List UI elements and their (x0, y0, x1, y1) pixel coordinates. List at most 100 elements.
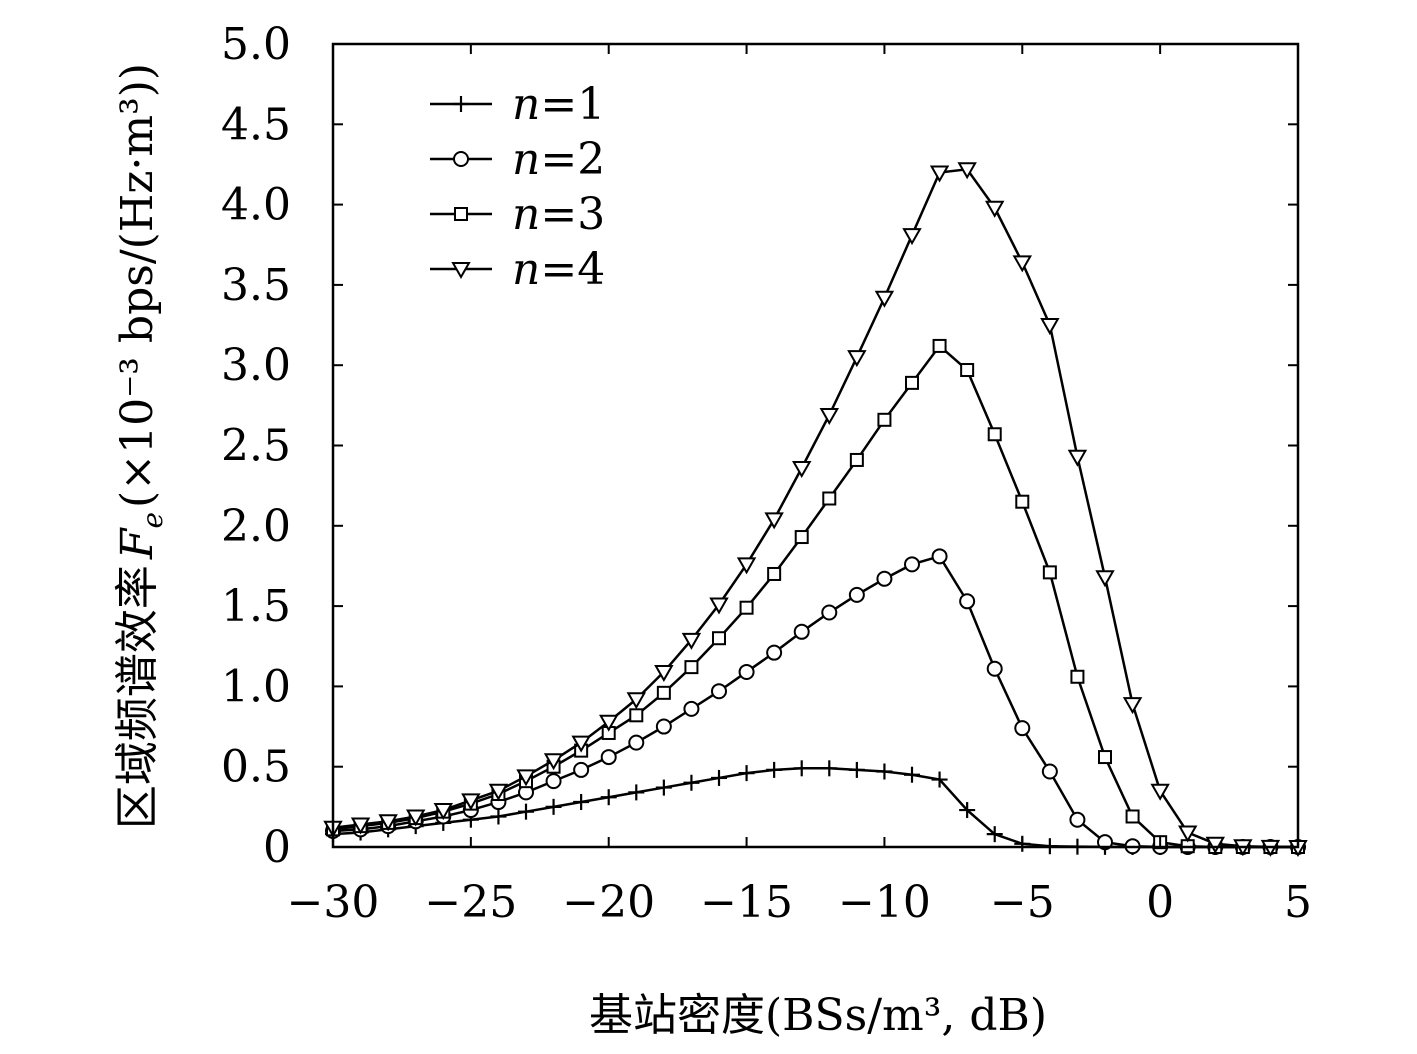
data-point-square (739, 600, 754, 615)
data-point-square (767, 566, 782, 581)
data-point-plus (545, 798, 562, 815)
data-point-triangle (1095, 570, 1115, 588)
data-point-circle (766, 644, 783, 661)
y-tick-label: 1.0 (221, 661, 291, 712)
data-point-circle (711, 683, 727, 700)
data-point-plus (453, 96, 469, 112)
y-tick-label: 3.0 (221, 340, 291, 391)
data-point-square (454, 207, 468, 221)
data-point-triangle (378, 814, 398, 832)
data-point-square (1070, 669, 1085, 684)
data-point-plus (518, 803, 534, 820)
data-point-triangle (626, 692, 647, 710)
data-point-plus (848, 761, 865, 778)
data-point-triangle (929, 165, 950, 183)
data-point-plus (628, 784, 645, 801)
data-point-circle (738, 663, 755, 680)
data-point-triangle (1040, 318, 1060, 336)
data-point-triangle (516, 769, 536, 787)
y-tick-label: 4.5 (221, 99, 291, 150)
data-point-triangle (736, 557, 757, 575)
legend-label-eq: =2 (540, 134, 605, 185)
data-point-circle (1069, 811, 1086, 828)
y-axis-title-symbol: F (112, 527, 163, 560)
data-point-plus (959, 802, 976, 819)
data-point-triangle (1067, 449, 1088, 467)
data-point-triangle (488, 783, 509, 801)
y-tick-label: 5.0 (221, 19, 291, 70)
data-point-square (849, 452, 864, 467)
data-point-triangle (791, 460, 812, 478)
x-tick-label: 5 (1284, 877, 1312, 928)
data-point-square (1125, 809, 1140, 824)
y-tick-label: 0 (263, 822, 291, 873)
x-tick-label: −30 (287, 877, 380, 928)
data-point-triangle (874, 290, 895, 308)
data-point-plus (986, 826, 1003, 843)
y-tick-label: 3.5 (221, 260, 291, 311)
data-point-triangle (1122, 697, 1143, 715)
data-point-circle (628, 734, 645, 751)
data-point-circle (1097, 834, 1113, 851)
data-point-plus (600, 789, 617, 806)
data-point-triangle (1012, 255, 1033, 273)
data-point-triangle (571, 735, 591, 753)
data-point-square (960, 363, 975, 378)
data-point-plus (738, 765, 755, 782)
data-point-circle (876, 570, 893, 587)
legend-label: n=1 (512, 79, 605, 130)
data-point-triangle (1177, 825, 1198, 843)
data-point-square (629, 708, 644, 723)
data-point-triangle (543, 753, 564, 771)
y-tick-label: 1.5 (221, 581, 291, 632)
data-point-square (1042, 565, 1057, 580)
data-point-plus (573, 794, 590, 811)
legend-label-var: n (512, 134, 540, 185)
data-point-triangle (984, 200, 1005, 218)
x-tick-label: −25 (424, 877, 517, 928)
data-point-plus (793, 760, 810, 777)
data-point-plus (821, 760, 838, 777)
data-point-plus (931, 771, 948, 788)
x-tick-label: −15 (700, 877, 793, 928)
y-tick-label: 4.0 (221, 180, 291, 231)
data-point-square (987, 427, 1002, 442)
y-tick-label: 2.0 (221, 501, 291, 552)
data-point-plus (683, 774, 700, 791)
data-point-triangle (405, 809, 426, 827)
data-point-square (1015, 494, 1030, 509)
y-axis-title-unit: (×10⁻³ bps/(Hz·m³)) (112, 63, 163, 508)
data-point-circle (545, 773, 562, 790)
legend-label-eq: =3 (540, 189, 605, 240)
data-point-circle (453, 151, 469, 167)
data-point-circle (1041, 763, 1058, 780)
data-point-triangle (902, 228, 922, 246)
data-point-circle (683, 700, 700, 717)
data-point-circle (904, 556, 920, 573)
data-point-circle (600, 749, 617, 766)
data-point-square (794, 530, 809, 545)
data-point-circle (655, 718, 672, 735)
data-point-triangle (1150, 783, 1170, 801)
data-point-triangle (598, 714, 619, 732)
data-point-square (656, 685, 671, 700)
data-point-triangle (1205, 836, 1226, 854)
legend-label-var: n (512, 244, 540, 295)
x-tick-label: 0 (1146, 877, 1174, 928)
data-point-square (1098, 750, 1112, 765)
legend: n=1n=2n=3n=4 (430, 79, 605, 295)
data-point-square (712, 631, 726, 646)
y-tick-label: 2.5 (221, 421, 291, 472)
data-point-triangle (681, 632, 702, 650)
y-axis-title: 区域频谱效率 Fe (×10⁻³ bps/(Hz·m³)) (112, 63, 169, 829)
data-point-triangle (764, 512, 784, 530)
data-point-circle (848, 586, 865, 603)
data-point-circle (793, 623, 810, 640)
data-point-circle (573, 761, 590, 778)
legend-entry: n=3 (430, 189, 605, 240)
data-point-plus (904, 766, 920, 783)
data-point-triangle (709, 597, 729, 615)
y-axis-title-subscript: e (136, 512, 169, 529)
